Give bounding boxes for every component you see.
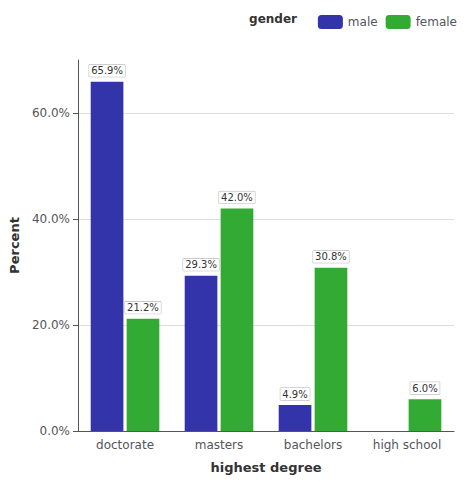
svg-text:gender: gender [249,12,297,26]
svg-text:29.3%: 29.3% [185,259,217,270]
svg-text:male: male [348,15,378,29]
svg-text:Percent: Percent [7,217,22,274]
svg-text:42.0%: 42.0% [221,192,253,203]
svg-text:65.9%: 65.9% [91,65,123,76]
svg-text:female: female [416,15,457,29]
svg-text:bachelors: bachelors [284,438,342,452]
svg-text:40.0%: 40.0% [32,212,70,226]
svg-text:0.0%: 0.0% [40,424,71,438]
svg-text:30.8%: 30.8% [315,251,347,262]
svg-text:high school: high school [373,438,441,452]
svg-text:20.0%: 20.0% [32,318,70,332]
svg-text:highest degree: highest degree [210,460,321,475]
svg-text:doctorate: doctorate [96,438,154,452]
svg-text:6.0%: 6.0% [412,383,437,394]
svg-text:60.0%: 60.0% [32,106,70,120]
svg-text:21.2%: 21.2% [127,302,159,313]
svg-text:4.9%: 4.9% [282,389,307,400]
svg-text:masters: masters [195,438,244,452]
